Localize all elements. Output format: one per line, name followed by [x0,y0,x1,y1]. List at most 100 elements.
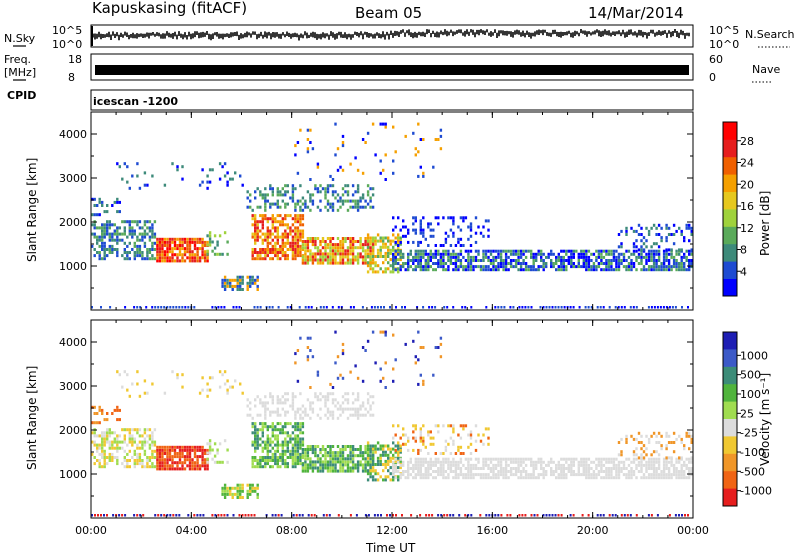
velocity-cell [261,465,264,469]
velocity-cell [299,437,302,441]
velocity-cell [271,446,274,450]
power-cell [467,255,470,259]
velocity-cell [236,486,239,490]
power-cell [126,257,129,261]
power-cell [685,268,688,272]
velocity-cell [198,467,202,471]
velocity-cell [151,462,154,466]
power-cell [678,252,681,256]
power-cell [394,268,397,272]
power-cell [605,268,608,272]
power-cell [264,217,267,221]
near-range-cell [386,514,388,517]
power-cell [605,259,608,262]
power-cell [366,236,370,240]
velocity-cell [359,451,362,455]
near-range-cell [247,514,250,517]
near-range-cell [551,514,554,517]
power-cell [166,247,169,251]
power-cell [256,232,259,236]
velocity-cell [284,465,287,469]
power-cell [429,222,432,226]
power-cell [334,122,337,126]
power-cell [113,200,116,204]
power-cell [108,251,111,254]
velocity-panel: 00:00 04:00 08:00 12:00 16:00 20:00 00:0010002… [25,319,709,555]
velocity-cell [241,486,244,490]
near-range-cell [322,306,325,309]
power-cell [680,233,683,236]
near-range-cell [142,514,145,517]
power-cell [198,240,202,244]
near-range-cell [244,514,247,517]
velocity-cell [457,463,460,467]
power-cell [151,254,154,258]
near-range-cell [166,514,169,517]
power-cell [537,252,540,256]
velocity-cell [560,457,563,461]
velocity-cell [482,460,485,464]
velocity-cell [356,460,360,464]
velocity-cell [168,464,172,468]
power-cell [156,247,159,251]
velocity-cell [371,330,375,334]
power-cell [371,205,375,209]
power-cell [151,257,154,261]
power-cell [254,281,257,285]
velocity-cell [138,394,142,398]
velocity-cell [366,472,370,476]
power-cell [188,250,192,254]
near-range-cell [536,514,539,517]
power-cell [382,261,385,265]
velocity-cell [98,465,101,469]
velocity-cell [341,460,345,464]
power-cell [349,252,352,256]
velocity-cell [331,463,335,467]
power-cell [131,226,134,230]
velocity-cell [550,473,553,477]
velocity-cell [467,445,470,449]
power-cell [131,248,134,251]
power-cell [672,255,676,259]
velocity-cell [419,448,422,452]
power-cell [354,199,357,203]
velocity-cell [683,447,686,451]
velocity-cell [261,456,264,459]
power-cell [163,240,167,244]
power-cell [173,237,177,241]
velocity-cell [163,452,167,455]
power-cell [364,261,367,265]
velocity-cell [301,469,305,473]
velocity-cell [108,459,111,462]
velocity-cell [324,463,327,467]
velocity-cell [366,339,370,343]
power-cell [361,261,365,265]
velocity-cell [319,460,322,464]
power-cell [128,220,131,224]
power-cell [655,233,658,236]
power-cell [449,252,453,256]
power-cell [201,247,204,251]
velocity-cell [106,437,109,441]
velocity-cell [281,443,284,447]
power-cell [349,258,352,262]
velocity-cell [136,443,139,447]
velocity-cell [226,486,229,490]
power-cell [397,258,400,262]
velocity-cell [281,462,284,466]
velocity-cell [256,443,259,447]
velocity-cell [607,473,611,477]
power-cell [178,250,182,254]
velocity-cell [151,382,154,386]
power-cell [612,268,616,272]
velocity-cell [356,410,360,414]
velocity-cell [136,382,139,386]
power-cell [630,259,633,262]
power-cell [652,268,656,272]
power-cell [279,251,282,254]
power-cell [266,254,269,258]
near-range-cell [458,514,461,517]
power-cell [266,199,269,203]
power-cell [186,240,189,244]
velocity-cell [530,457,533,461]
